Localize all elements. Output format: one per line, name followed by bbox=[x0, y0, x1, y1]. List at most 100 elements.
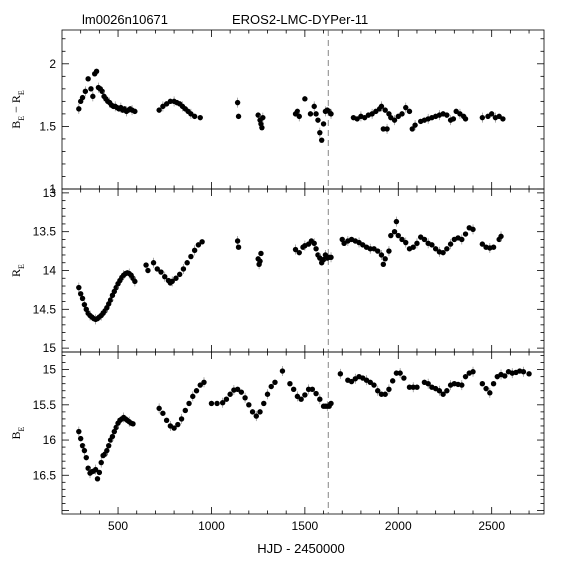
data-point bbox=[162, 274, 168, 280]
y-axis-label-sep: − R bbox=[9, 95, 23, 116]
data-point bbox=[450, 116, 457, 122]
data-point bbox=[272, 379, 278, 385]
data-point bbox=[77, 291, 84, 297]
data-point bbox=[470, 369, 476, 375]
data-point bbox=[403, 104, 409, 111]
data-point bbox=[296, 249, 302, 256]
y-axis-label-main: R bbox=[9, 269, 23, 277]
y-tick-label: 16.5 bbox=[33, 468, 57, 482]
x-tick-label: 2500 bbox=[478, 519, 505, 533]
data-point bbox=[488, 111, 495, 117]
x-tick-label: 1000 bbox=[198, 519, 225, 533]
data-point bbox=[195, 242, 202, 248]
data-point bbox=[246, 402, 252, 408]
data-point bbox=[375, 388, 381, 394]
data-point bbox=[459, 236, 465, 243]
panel-frame bbox=[61, 188, 545, 353]
data-point bbox=[384, 126, 390, 132]
y-axis-label: BE bbox=[9, 426, 26, 439]
data-point bbox=[490, 380, 497, 387]
data-point bbox=[414, 240, 420, 247]
data-point bbox=[318, 137, 325, 143]
x-axis-label: HJD - 2450000 bbox=[257, 541, 344, 556]
data-point bbox=[425, 380, 431, 387]
data-point bbox=[130, 421, 136, 427]
data-point bbox=[414, 384, 420, 390]
data-point bbox=[320, 121, 327, 127]
title-center: EROS2-LMC-DYPer-11 bbox=[232, 12, 368, 27]
data-point bbox=[167, 98, 174, 105]
data-point bbox=[201, 379, 207, 385]
data-point bbox=[85, 76, 91, 82]
data-point bbox=[83, 454, 89, 461]
y-axis-label-main: B bbox=[9, 121, 23, 129]
data-point bbox=[96, 469, 103, 476]
data-point bbox=[257, 409, 263, 415]
data-point bbox=[81, 447, 88, 454]
data-point bbox=[391, 228, 398, 235]
data-point bbox=[406, 384, 413, 390]
data-point bbox=[150, 260, 157, 266]
data-point bbox=[328, 111, 334, 117]
data-point bbox=[199, 239, 205, 245]
data-point bbox=[410, 244, 416, 250]
data-point bbox=[178, 416, 185, 422]
data-point bbox=[302, 96, 308, 102]
data-point bbox=[380, 126, 387, 132]
y-axis-label-sub: E bbox=[17, 116, 26, 121]
data-point bbox=[311, 240, 317, 247]
data-point bbox=[109, 433, 116, 440]
data-point bbox=[328, 400, 334, 407]
x-tick-label: 2000 bbox=[385, 519, 412, 533]
data-point bbox=[113, 424, 119, 431]
data-point bbox=[440, 391, 446, 397]
data-point bbox=[440, 249, 446, 256]
data-point bbox=[257, 258, 263, 264]
data-point bbox=[487, 390, 493, 396]
data-point bbox=[526, 371, 532, 377]
data-point bbox=[305, 386, 312, 393]
x-tick-label: 500 bbox=[108, 519, 128, 533]
data-point bbox=[462, 373, 469, 380]
data-point bbox=[197, 114, 203, 121]
data-point bbox=[298, 396, 304, 402]
data-point bbox=[403, 239, 409, 246]
data-point bbox=[290, 386, 297, 393]
data-point bbox=[184, 260, 190, 266]
data-point bbox=[470, 226, 476, 233]
data-point bbox=[479, 114, 486, 121]
data-point bbox=[191, 247, 198, 254]
data-point bbox=[294, 393, 301, 400]
data-point bbox=[163, 417, 170, 424]
data-point bbox=[395, 232, 401, 239]
data-point bbox=[85, 465, 91, 471]
data-point bbox=[76, 284, 82, 291]
data-point bbox=[190, 393, 196, 400]
data-point bbox=[234, 238, 241, 244]
data-point bbox=[143, 262, 149, 268]
data-point bbox=[242, 395, 248, 401]
data-point bbox=[386, 248, 392, 254]
data-point bbox=[106, 442, 112, 449]
data-point bbox=[104, 447, 110, 454]
data-point bbox=[294, 108, 301, 115]
data-point bbox=[380, 261, 387, 267]
y-tick-label: 1.5 bbox=[39, 119, 56, 133]
data-point bbox=[436, 388, 443, 394]
data-point bbox=[175, 421, 181, 428]
data-point bbox=[313, 246, 319, 252]
data-point bbox=[88, 86, 94, 92]
data-point bbox=[444, 388, 450, 394]
data-point bbox=[107, 297, 114, 303]
data-point bbox=[76, 106, 82, 112]
data-point bbox=[145, 267, 151, 274]
data-point bbox=[176, 271, 183, 278]
data-point bbox=[307, 111, 314, 117]
data-point bbox=[498, 233, 504, 240]
y-tick-label: 15 bbox=[43, 341, 57, 355]
data-point bbox=[483, 385, 489, 392]
data-point bbox=[261, 400, 267, 407]
data-point bbox=[409, 126, 415, 132]
data-point bbox=[311, 103, 317, 110]
